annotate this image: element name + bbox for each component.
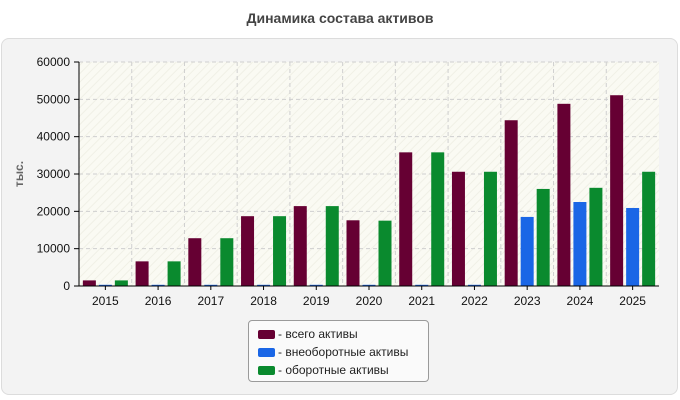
bar [98, 284, 112, 286]
bar [557, 103, 571, 287]
bar [257, 284, 271, 286]
legend-item: - оборотные активы [258, 361, 428, 379]
bar [451, 171, 465, 286]
legend-swatch [258, 365, 275, 375]
bar [431, 152, 445, 286]
y-tick-label: 50000 [37, 92, 71, 106]
bar [325, 206, 339, 286]
x-tick-label: 2015 [92, 294, 119, 308]
bar [309, 284, 323, 286]
bar [241, 216, 255, 286]
x-tick-label: 2019 [303, 294, 330, 308]
bar [504, 120, 518, 287]
y-tick-label: 20000 [37, 204, 71, 218]
bar [467, 284, 481, 286]
bar [642, 171, 656, 286]
bar [135, 261, 149, 286]
bar [362, 284, 376, 286]
legend-item: - внеоборотные активы [258, 343, 428, 361]
bar [399, 152, 413, 286]
legend-label: - оборотные активы [278, 363, 389, 377]
legend-swatch [258, 329, 275, 339]
x-tick-label: 2016 [145, 294, 172, 308]
y-tick-label: 40000 [37, 130, 71, 144]
bar [520, 216, 534, 286]
x-tick-label: 2025 [619, 294, 646, 308]
bar [589, 187, 603, 286]
bar [82, 280, 96, 286]
bar [188, 238, 202, 286]
bar [536, 188, 550, 286]
bar [610, 95, 624, 286]
legend: - всего активы - внеоборотные активы - о… [248, 320, 429, 382]
legend-label: - внеоборотные активы [278, 345, 409, 359]
x-tick-label: 2018 [250, 294, 277, 308]
bar [114, 280, 128, 286]
x-tick-label: 2021 [408, 294, 435, 308]
x-tick-label: 2022 [461, 294, 488, 308]
axes [74, 61, 659, 290]
chart-title: Динамика состава активов [246, 10, 434, 26]
legend-item: - всего активы [258, 325, 428, 343]
x-tick-labels: 2015 2016 2017 2018 2019 2020 2021 2022 2023 2024… [92, 294, 646, 308]
x-tick-label: 2024 [567, 294, 594, 308]
bar [167, 261, 181, 286]
y-axis-label: тыс. [12, 161, 26, 187]
bar [293, 206, 307, 286]
y-tick-label: 10000 [37, 242, 71, 256]
legend-label: - всего активы [278, 327, 358, 341]
bars [82, 95, 656, 287]
bar [483, 171, 497, 286]
bar [626, 207, 640, 286]
bar [573, 202, 587, 286]
bar [151, 284, 165, 286]
bar [415, 284, 429, 286]
y-tick-labels: 0 10000 20000 30000 40000 50000 60000 [37, 55, 71, 293]
y-tick-label: 60000 [37, 55, 71, 69]
x-tick-label: 2020 [356, 294, 383, 308]
bar [204, 284, 218, 286]
x-tick-label: 2023 [514, 294, 541, 308]
bar [346, 220, 360, 286]
bar [378, 220, 392, 286]
x-tick-label: 2017 [197, 294, 224, 308]
y-tick-label: 30000 [37, 167, 71, 181]
bar [273, 216, 287, 286]
y-tick-label: 0 [63, 279, 70, 293]
bar [220, 238, 234, 286]
legend-swatch [258, 347, 275, 357]
